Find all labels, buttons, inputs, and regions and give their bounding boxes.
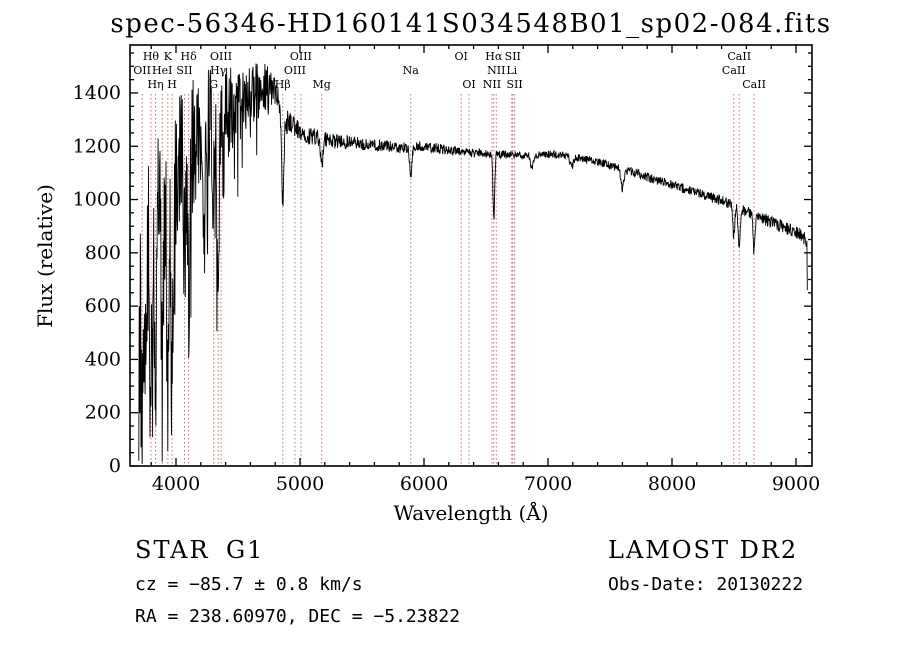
x-tick-label: 4000 [152, 473, 200, 495]
spectral-line-label: Na [403, 64, 420, 77]
subclass-label: G1 [226, 536, 264, 564]
spectral-line-label: Hβ [275, 78, 291, 91]
spectral-line-label: Hδ [181, 50, 198, 63]
plot-frame [129, 44, 813, 467]
y-tick-label: 400 [85, 348, 121, 370]
spectral-line-label: SII [507, 78, 523, 91]
spectral-line-label: Mg [313, 78, 331, 91]
ra-dec: RA = 238.60970, DEC = −5.23822 [135, 606, 460, 627]
axis-ticks: 4000 5000 6000 7000 8000 9000 0 200 400 600 800 100… [73, 45, 820, 495]
y-tick-label: 200 [85, 402, 121, 424]
y-tick-label: 600 [85, 295, 121, 317]
x-tick-label: 5000 [276, 473, 324, 495]
y-tick-label: 0 [109, 455, 121, 477]
spectral-line-label: Hη [147, 78, 163, 91]
spectral-line-label: HeI [152, 64, 172, 77]
obs-date: Obs-Date: 20130222 [608, 574, 803, 595]
y-tick-label: 800 [85, 242, 121, 264]
x-tick-label: 7000 [524, 473, 572, 495]
spectrum-trace [138, 63, 808, 464]
spectral-line-label: NII [487, 64, 505, 77]
spectral-line-label: Li [506, 64, 517, 77]
spectral-line-label: OIII [210, 50, 232, 63]
y-axis-label: Flux (relative) [33, 184, 57, 328]
spectral-line-label: OI [462, 78, 475, 91]
x-tick-label: 8000 [648, 473, 696, 495]
spectral-line-label: OI [455, 50, 468, 63]
y-tick-label: 1400 [73, 82, 121, 104]
spectral-line-label: OIII [284, 64, 306, 77]
y-tick-label: 1000 [73, 189, 121, 211]
spectral-line-label: Hγ [210, 64, 227, 77]
spectral-line-label: Hθ [143, 50, 160, 63]
spectral-line-label: K [164, 50, 173, 63]
flux-spectrum-line [138, 63, 808, 464]
spectral-line-label: OII [133, 64, 151, 77]
spectral-line-label: CaII [722, 64, 746, 77]
spectral-line-label: OIII [290, 50, 312, 63]
spectral-line-label: NII [483, 78, 501, 91]
cz-value: cz = −85.7 ± 0.8 km/s [135, 574, 363, 595]
x-tick-label: 6000 [400, 473, 448, 495]
y-tick-label: 1200 [73, 135, 121, 157]
spectral-line-label: SII [176, 64, 192, 77]
spectral-line-label: CaII [742, 78, 766, 91]
survey-label: LAMOST DR2 [608, 536, 798, 564]
spectral-line-label: Hα [485, 50, 503, 63]
chart-title: spec-56346-HD160141S034548B01_sp02-084.f… [110, 9, 831, 39]
spectral-line-label: SII [505, 50, 521, 63]
spectral-line-label: CaII [727, 50, 751, 63]
spectral-line-label: H [167, 78, 177, 91]
x-axis-label: Wavelength (Å) [393, 500, 548, 525]
spectral-line-label: G [209, 78, 218, 91]
x-tick-label: 9000 [772, 473, 820, 495]
classification-label: STAR [135, 536, 210, 564]
